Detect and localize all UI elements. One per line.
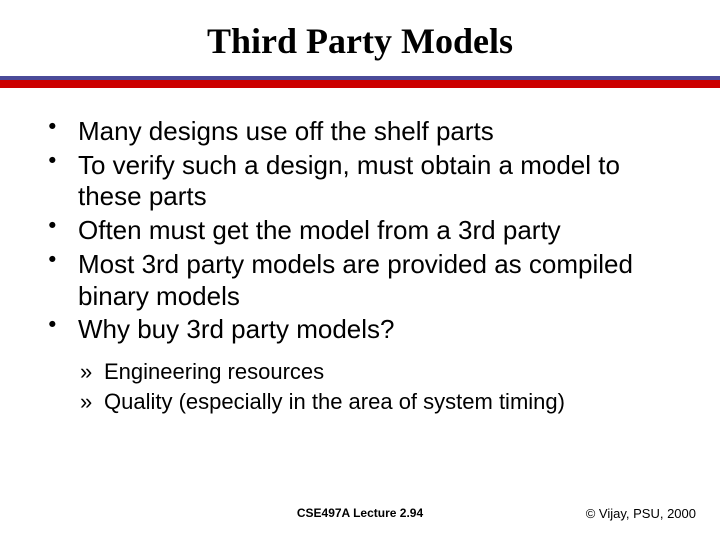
slide-title: Third Party Models <box>0 0 720 76</box>
content-area: Many designs use off the shelf parts To … <box>0 88 720 416</box>
bullet-item: Many designs use off the shelf parts <box>44 116 676 148</box>
separator <box>0 76 720 88</box>
bullet-item: Often must get the model from a 3rd part… <box>44 215 676 247</box>
footer: CSE497A Lecture 2.94 © Vijay, PSU, 2000 <box>0 506 720 526</box>
bullet-item: Why buy 3rd party models? <box>44 314 676 346</box>
sub-bullet-list: Engineering resources Quality (especiall… <box>44 358 676 416</box>
sub-bullet-item: Engineering resources <box>78 358 676 386</box>
bullet-item: Most 3rd party models are provided as co… <box>44 249 676 312</box>
slide: Third Party Models Many designs use off … <box>0 0 720 540</box>
sub-bullet-item: Quality (especially in the area of syste… <box>78 388 676 416</box>
footer-center-text: CSE497A Lecture 2.94 <box>297 506 423 520</box>
bullet-item: To verify such a design, must obtain a m… <box>44 150 676 213</box>
footer-right-text: © Vijay, PSU, 2000 <box>586 506 696 521</box>
separator-bottom <box>0 80 720 88</box>
bullet-list: Many designs use off the shelf parts To … <box>44 116 676 346</box>
